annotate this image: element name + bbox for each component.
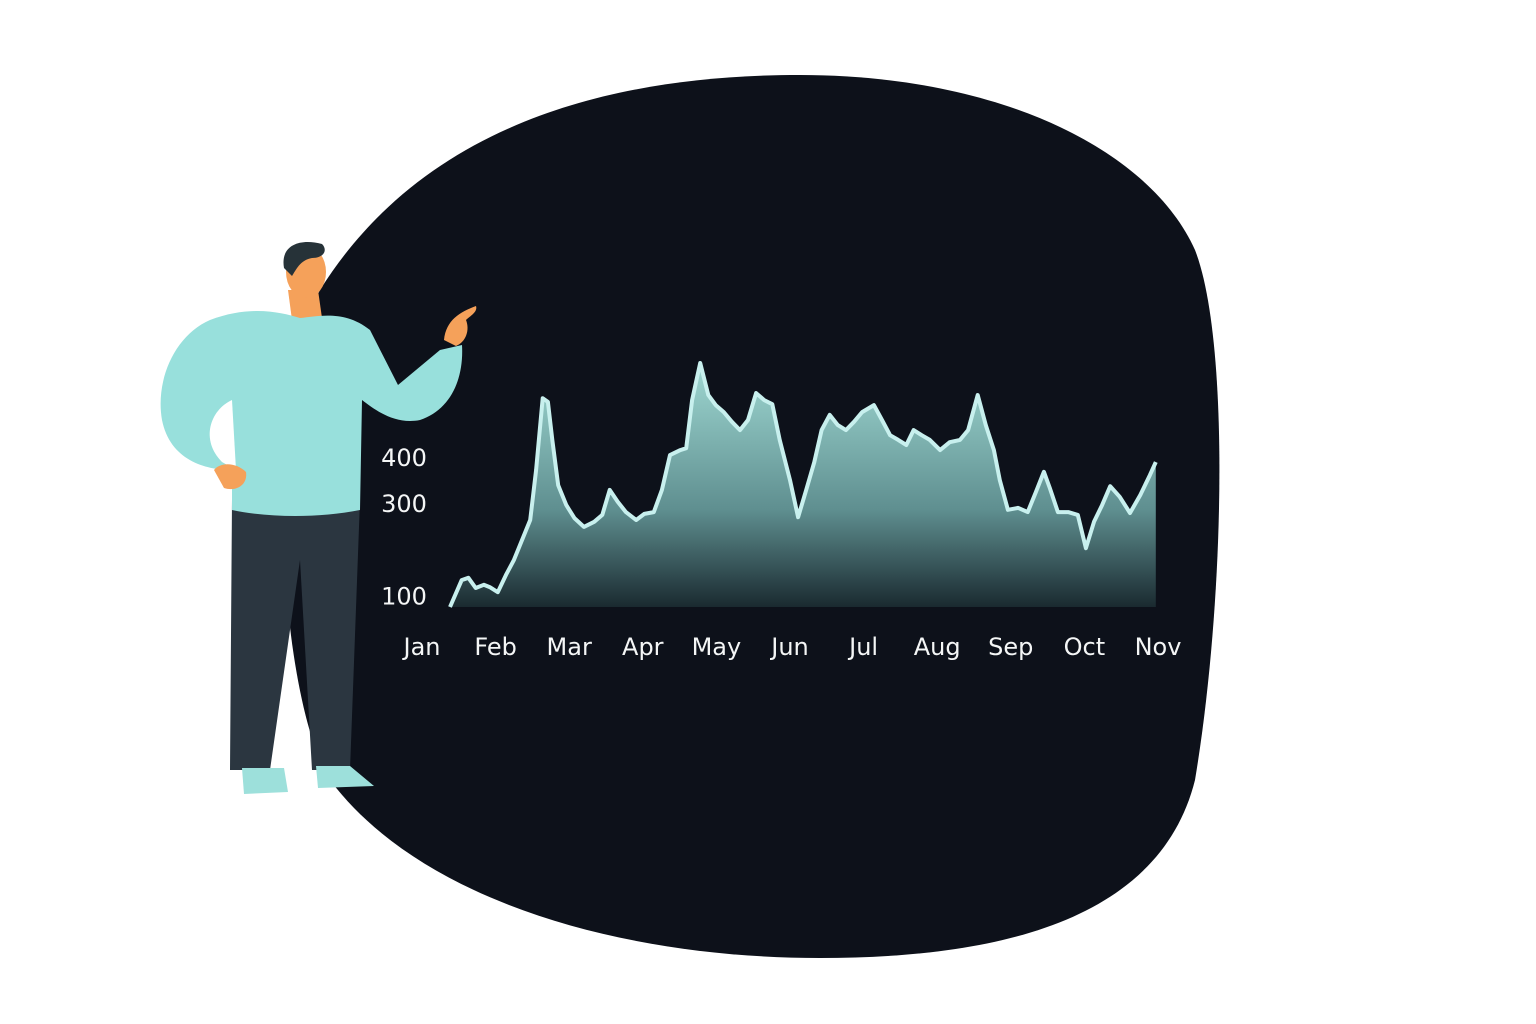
x-tick-label: Mar: [547, 633, 592, 661]
hair: [283, 241, 325, 276]
sweater: [160, 311, 463, 516]
x-tick-label: Oct: [1064, 633, 1106, 661]
shoe: [242, 768, 288, 794]
neck: [288, 290, 322, 320]
y-tick-label: 400: [381, 444, 427, 472]
hand: [214, 464, 247, 490]
pointing-hand: [444, 306, 477, 346]
x-tick-label: Aug: [914, 633, 961, 661]
x-tick-label: Jul: [847, 633, 878, 661]
arm-gap: [209, 400, 236, 470]
pants: [230, 500, 360, 770]
area-line: [448, 361, 1158, 608]
y-tick-label: 300: [381, 490, 427, 518]
person: [160, 241, 477, 794]
x-tick-label: Sep: [988, 633, 1033, 661]
chart: 100 300 400 Jan Feb Mar Apr May Jun Jul Aug Sep Oct N…: [381, 361, 1182, 661]
y-tick-label: 100: [381, 583, 427, 611]
x-tick-label: Apr: [622, 633, 664, 661]
x-tick-label: May: [692, 633, 742, 661]
shoe: [316, 766, 374, 788]
x-tick-label: Jan: [402, 633, 441, 661]
x-tick-label: Nov: [1135, 633, 1182, 661]
x-tick-label: Jun: [769, 633, 809, 661]
x-tick-label: Feb: [474, 633, 517, 661]
area-fill: [450, 363, 1156, 607]
